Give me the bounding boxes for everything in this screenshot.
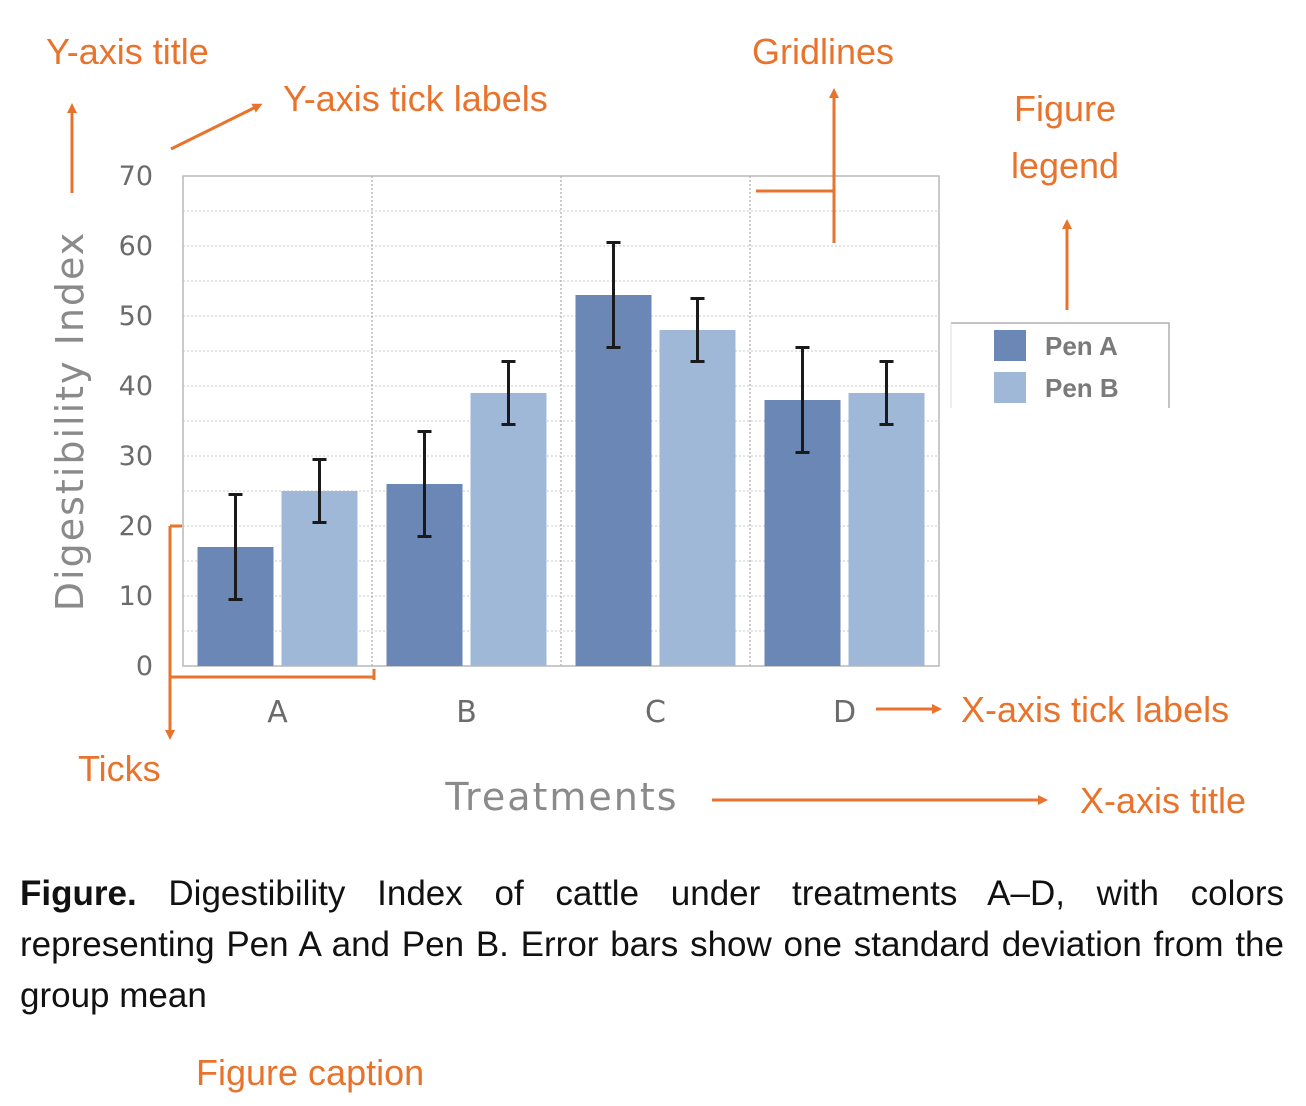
figure-caption: Figure. Digestibility Index of cattle un…	[20, 868, 1284, 1021]
annotation-legend-line1: Figure	[1014, 88, 1116, 129]
annotation-arrows	[67, 88, 1072, 805]
plot-frame	[182, 175, 940, 667]
x-tick-label: A	[267, 695, 288, 730]
y-axis-title: Digestibility Index	[48, 231, 92, 611]
y-tick-label: 20	[119, 511, 153, 542]
annotation-ticks: Ticks	[78, 748, 161, 789]
legend-swatch-pen-b	[994, 372, 1026, 403]
caption-text: Digestibility Index of cattle under trea…	[20, 874, 1284, 1015]
arrow-y-tick-labels	[170, 103, 263, 151]
x-tick-label: D	[833, 695, 856, 730]
annotation-y-axis-title: Y-axis title	[46, 31, 209, 72]
bars	[197, 241, 925, 666]
bar-pen-b-B	[470, 393, 547, 666]
annotation-figure-caption: Figure caption	[196, 1052, 424, 1093]
annotated-chart: 0 10 20 30 40 50 60 70 A B C D Digestibility Index…	[46, 31, 1246, 821]
caption-label: Figure.	[20, 874, 137, 913]
y-tick-label: 60	[119, 231, 153, 262]
x-tick-labels: A B C D	[267, 695, 856, 730]
x-axis-title: Treatments	[444, 775, 678, 819]
annotation-x-tick-labels: X-axis tick labels	[961, 689, 1229, 730]
annotation-gridlines: Gridlines	[752, 31, 894, 72]
annotation-y-tick-labels: Y-axis tick labels	[283, 78, 548, 119]
x-tick-label: B	[456, 695, 477, 730]
y-tick-label: 70	[119, 161, 153, 192]
y-tick-label: 50	[119, 301, 153, 332]
annotation-x-axis-title: X-axis title	[1080, 780, 1246, 821]
y-tick-label: 10	[119, 581, 153, 612]
legend-swatch-pen-a	[994, 330, 1026, 361]
y-tick-label: 40	[119, 371, 153, 402]
caption-annotation: Figure caption	[196, 1052, 424, 1093]
bar-pen-a-C	[575, 295, 652, 666]
legend-label-pen-b: Pen B	[1045, 373, 1119, 403]
y-tick-label: 0	[136, 651, 153, 682]
x-tick-label: C	[645, 695, 666, 730]
y-tick-label: 30	[119, 441, 153, 472]
figure-legend: Pen A Pen B	[950, 322, 1170, 408]
legend-border	[951, 322, 1170, 408]
legend-label-pen-a: Pen A	[1045, 331, 1118, 361]
bar-pen-b-D	[848, 393, 925, 666]
y-tick-labels: 0 10 20 30 40 50 60 70	[119, 161, 153, 682]
bar-pen-b-C	[659, 330, 736, 666]
annotation-legend-line2: legend	[1011, 145, 1119, 186]
